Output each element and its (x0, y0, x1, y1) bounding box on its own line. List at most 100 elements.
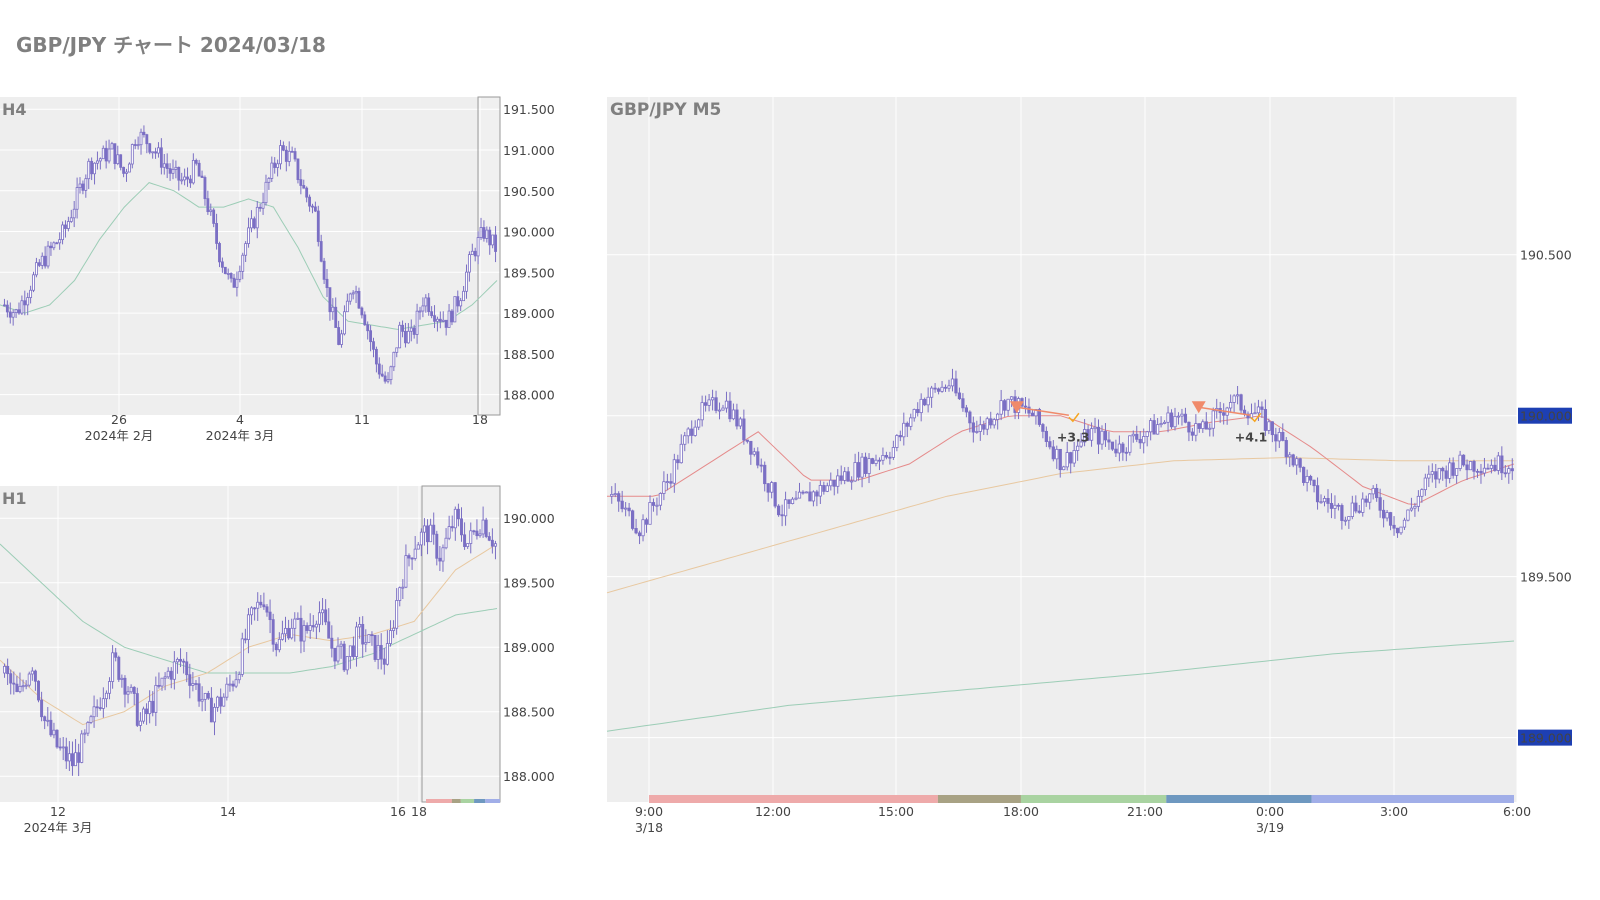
candle-body (226, 273, 230, 275)
candle-body (358, 623, 362, 628)
session-bar-segment (1311, 795, 1514, 803)
candle-body (139, 131, 143, 146)
candle-body (999, 400, 1003, 415)
candle-body (225, 683, 229, 698)
candle-body (151, 151, 155, 154)
candle-body (330, 637, 334, 649)
page-title: GBP/JPY チャート 2024/03/18 (16, 33, 326, 57)
candle-body (243, 638, 247, 641)
candle-body (1201, 421, 1205, 429)
candle-body (200, 175, 204, 178)
candle-body (989, 418, 993, 426)
candle-body (453, 296, 457, 323)
plot-area-M5 (607, 97, 1517, 802)
candle-body (902, 422, 906, 438)
candle-body (975, 431, 979, 433)
candle-body (6, 665, 10, 675)
x-tick-label: 14 (220, 804, 236, 819)
candle-body (324, 609, 328, 623)
candle-body (1093, 426, 1097, 430)
session-bar-segment (649, 795, 938, 803)
candle-body (383, 375, 387, 382)
candle-body (655, 504, 659, 507)
candle-body (710, 397, 715, 401)
candle-body (104, 692, 108, 700)
candle-body (69, 217, 73, 222)
candle-body (1246, 413, 1250, 419)
candle-body (145, 134, 149, 145)
candle-body (132, 686, 136, 694)
profit-label: +3.3 (1057, 429, 1090, 444)
candle-body (111, 652, 115, 682)
candle-body (117, 656, 121, 680)
candle-body (1392, 524, 1396, 529)
candle-body (1072, 450, 1076, 464)
candle-body (971, 422, 975, 433)
candle-body (982, 424, 986, 430)
candle-body (475, 530, 479, 537)
candle-body (113, 143, 117, 165)
candle-body (441, 319, 445, 322)
candle-body (1312, 479, 1316, 487)
candle-body (108, 681, 111, 694)
candle-body (1159, 423, 1163, 426)
candle-body (1354, 502, 1358, 512)
candle-body (29, 289, 33, 298)
candle-body (1197, 423, 1201, 429)
candle-body (1364, 498, 1368, 503)
candle-body (1103, 430, 1108, 441)
candle-body (127, 163, 131, 173)
candle-body (790, 498, 795, 504)
candle-body (466, 543, 470, 547)
candle-body (1229, 402, 1233, 409)
candle-body (200, 698, 204, 702)
candle-body (703, 402, 708, 406)
x-tick-sublabel: 2024年 3月 (24, 820, 93, 835)
candle-body (1482, 467, 1487, 474)
candle-body (244, 243, 248, 256)
candle-body (32, 274, 35, 291)
x-tick-label: 3:00 (1380, 804, 1408, 819)
x-tick-label: 18 (472, 412, 488, 427)
candle-body (964, 407, 969, 413)
candle-body (299, 617, 303, 642)
x-tick-label: 4 (236, 412, 244, 427)
x-tick-label: 18 (411, 804, 427, 819)
candle-body (447, 310, 451, 328)
candle-body (853, 462, 857, 482)
candle-body (37, 680, 40, 701)
candle-body (1030, 412, 1035, 417)
candle-body (1402, 519, 1407, 528)
candle-body (363, 314, 367, 326)
candle-body (339, 643, 343, 647)
candle-body (850, 480, 854, 483)
candle-body (81, 183, 85, 191)
candle-body (43, 255, 47, 267)
x-tick-label: 26 (111, 412, 127, 427)
candle-body (345, 656, 349, 671)
candle-body (337, 327, 341, 345)
candle-body (961, 398, 965, 409)
candle-body (1458, 454, 1462, 469)
candle-body (1350, 502, 1354, 517)
candle-body (1375, 487, 1379, 499)
candle-body (1190, 431, 1195, 436)
candle-body (52, 242, 56, 249)
candle-body (808, 491, 812, 502)
candle-body (794, 497, 798, 500)
candle-body (919, 398, 923, 414)
x-tick-label: 16 (390, 804, 406, 819)
candle-body (815, 491, 819, 497)
candle-body (1037, 409, 1042, 425)
candle-body (293, 151, 297, 160)
candle-body (348, 645, 352, 657)
candle-body (470, 250, 474, 256)
candle-body (992, 419, 996, 426)
candle-body (1211, 410, 1215, 429)
candle-body (476, 237, 480, 257)
candle-body (412, 327, 416, 335)
candle-body (348, 293, 352, 302)
candle-body (1222, 412, 1226, 416)
candle-body (1336, 504, 1341, 507)
session-bar-segment (937, 795, 1021, 803)
